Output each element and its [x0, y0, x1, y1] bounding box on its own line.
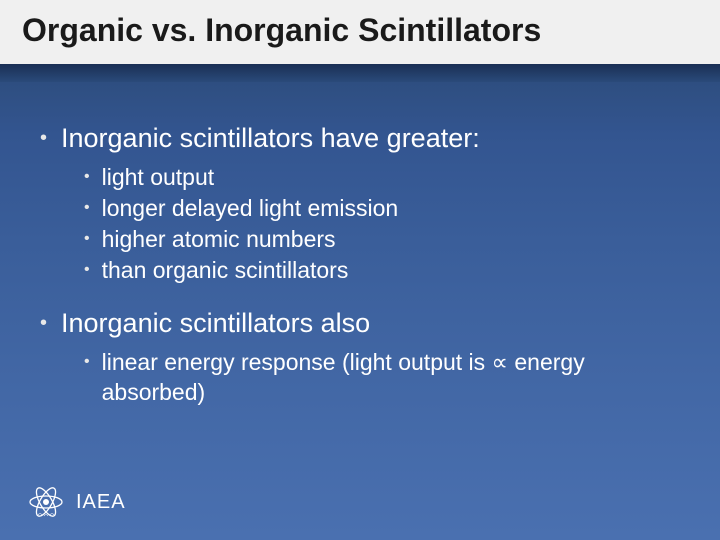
- sub-bullet-item: • light output: [84, 162, 680, 192]
- bullet-dot-icon: •: [84, 193, 90, 223]
- sub-bullet-text: than organic scintillators: [102, 255, 349, 285]
- slide: Organic vs. Inorganic Scintillators • In…: [0, 0, 720, 540]
- sub-list: • light output • longer delayed light em…: [84, 162, 680, 285]
- sub-bullet-item: • than organic scintillators: [84, 255, 680, 285]
- org-name: IAEA: [76, 491, 126, 514]
- bullet-dot-icon: •: [84, 162, 90, 192]
- bullet-text: Inorganic scintillators also: [61, 305, 370, 341]
- title-bar: Organic vs. Inorganic Scintillators: [0, 0, 720, 64]
- bullet-dot-icon: •: [84, 347, 90, 377]
- bullet-dot-icon: •: [84, 224, 90, 254]
- iaea-logo-icon: [26, 482, 66, 522]
- bullet-dot-icon: •: [40, 305, 47, 341]
- footer: IAEA: [26, 482, 126, 522]
- slide-content: • Inorganic scintillators have greater: …: [0, 64, 720, 407]
- slide-title: Organic vs. Inorganic Scintillators: [22, 12, 698, 49]
- sub-bullet-text: light output: [102, 162, 215, 192]
- bullet-dot-icon: •: [40, 120, 47, 156]
- sub-bullet-text: longer delayed light emission: [102, 193, 399, 223]
- sub-bullet-text: linear energy response (light output is …: [102, 347, 680, 407]
- sub-bullet-item: • longer delayed light emission: [84, 193, 680, 223]
- bullet-text: Inorganic scintillators have greater:: [61, 120, 480, 156]
- bullet-item: • Inorganic scintillators also: [40, 305, 680, 341]
- sub-bullet-item: • linear energy response (light output i…: [84, 347, 680, 407]
- sub-bullet-item: • higher atomic numbers: [84, 224, 680, 254]
- sub-list: • linear energy response (light output i…: [84, 347, 680, 407]
- bullet-dot-icon: •: [84, 255, 90, 285]
- sub-bullet-text: higher atomic numbers: [102, 224, 336, 254]
- bullet-item: • Inorganic scintillators have greater:: [40, 120, 680, 156]
